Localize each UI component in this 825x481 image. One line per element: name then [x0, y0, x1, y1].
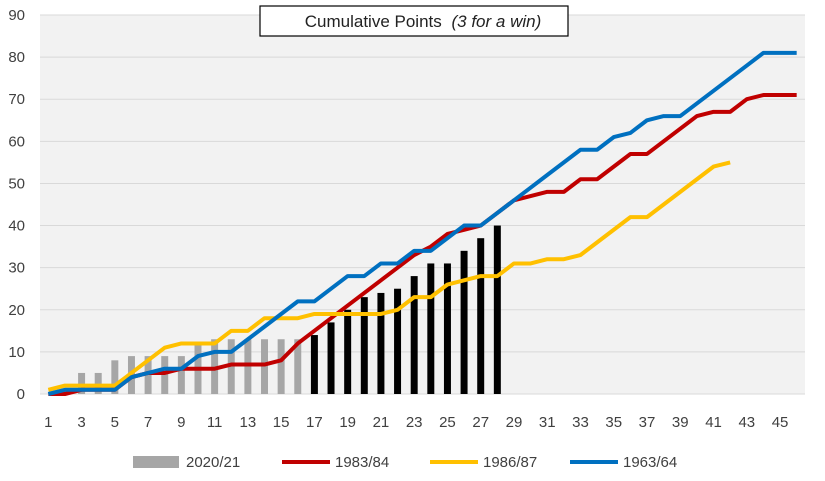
x-tick-label: 25	[439, 414, 456, 431]
bar	[161, 356, 169, 394]
x-tick-label: 19	[339, 414, 356, 431]
bar	[360, 297, 368, 394]
y-axis-ticks: 0 10 20 30 40 50 60 70 80 90	[8, 7, 25, 403]
bar	[211, 339, 219, 394]
x-tick-label: 11	[207, 414, 223, 431]
x-tick-label: 3	[77, 414, 85, 431]
chart-title-box: Cumulative Points (3 for a win)	[259, 5, 569, 37]
y-tick-label: 50	[8, 175, 25, 192]
series-line	[47, 50, 797, 396]
title-border	[259, 5, 569, 37]
x-tick-label: 43	[738, 414, 755, 431]
legend-label: 2020/21	[186, 454, 240, 471]
legend-swatch-bar	[133, 456, 179, 468]
bar	[427, 263, 435, 394]
y-tick-label: 60	[8, 133, 25, 150]
x-tick-label: 13	[240, 414, 257, 431]
x-tick-label: 21	[373, 414, 390, 431]
bar	[294, 339, 302, 394]
bar	[244, 339, 252, 394]
y-tick-label: 0	[17, 386, 25, 403]
bar	[94, 372, 102, 394]
chart-title: Cumulative Points (3 for a win)	[305, 12, 542, 31]
bar	[460, 250, 468, 394]
x-tick-label: 7	[144, 414, 152, 431]
y-tick-label: 10	[8, 344, 25, 361]
x-axis-ticks: 1 3 5 7 9 11 13 15 17 19 21 23 25 27 29 31 33 35 37 39 41 43 4…	[44, 414, 788, 431]
x-tick-label: 39	[672, 414, 689, 431]
bar	[227, 339, 235, 394]
bar	[177, 356, 185, 394]
legend-label: 1963/64	[623, 454, 677, 471]
x-tick-label: 33	[572, 414, 589, 431]
bar	[377, 292, 385, 394]
bar	[443, 263, 451, 394]
series-line	[47, 160, 731, 392]
bar	[477, 238, 485, 394]
x-tick-label: 1	[44, 414, 52, 431]
chart-title-note: (3 for a win)	[452, 12, 542, 31]
legend-label: 1983/84	[335, 454, 389, 471]
y-tick-label: 30	[8, 260, 25, 277]
x-tick-label: 27	[472, 414, 489, 431]
x-tick-label: 15	[273, 414, 290, 431]
bar	[144, 356, 152, 394]
x-tick-label: 35	[605, 414, 622, 431]
y-tick-label: 20	[8, 302, 25, 319]
x-tick-label: 9	[177, 414, 185, 431]
plot-area	[40, 15, 805, 394]
bar	[277, 339, 285, 394]
x-tick-label: 29	[506, 414, 523, 431]
bar	[327, 322, 335, 394]
x-tick-label: 23	[406, 414, 423, 431]
chart-title-main: Cumulative Points	[305, 12, 442, 31]
bar	[111, 360, 119, 394]
x-tick-label: 31	[539, 414, 556, 431]
legend-label: 1986/87	[483, 454, 537, 471]
y-tick-label: 80	[8, 49, 25, 66]
bar	[78, 372, 86, 394]
bar	[394, 288, 402, 394]
y-tick-label: 90	[8, 7, 25, 24]
bar	[344, 309, 352, 394]
y-tick-label: 70	[8, 91, 25, 108]
x-tick-label: 17	[306, 414, 323, 431]
x-tick-label: 5	[111, 414, 119, 431]
line-series	[47, 50, 797, 396]
bar	[410, 276, 418, 394]
x-tick-label: 37	[639, 414, 656, 431]
bar	[493, 225, 501, 394]
y-tick-label: 40	[8, 218, 25, 235]
legend: 2020/21 1983/84 1986/87 1963/64	[133, 454, 677, 471]
bar	[61, 389, 69, 394]
bar	[261, 339, 269, 394]
bar	[310, 335, 318, 394]
x-tick-label: 41	[705, 414, 722, 431]
x-tick-label: 45	[772, 414, 789, 431]
